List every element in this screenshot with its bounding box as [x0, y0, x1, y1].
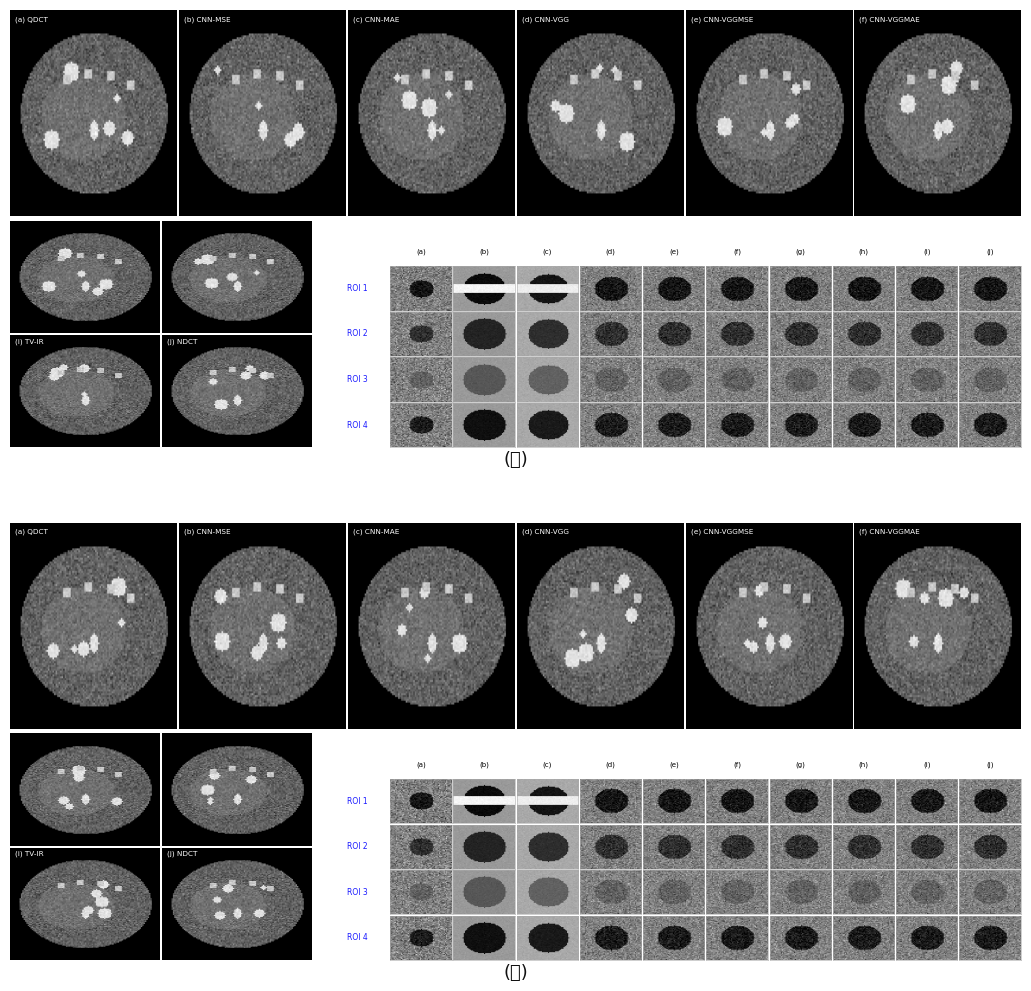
Text: (c) CNN-MAE: (c) CNN-MAE [353, 529, 399, 535]
Text: (d): (d) [605, 249, 616, 255]
Text: (i): (i) [923, 249, 931, 255]
Text: (g): (g) [795, 249, 805, 255]
Text: (a) QDCT: (a) QDCT [15, 16, 48, 23]
Text: (j) NDCT: (j) NDCT [167, 851, 197, 857]
Text: (c) CNN-MAE: (c) CNN-MAE [353, 16, 399, 23]
Text: (e) CNN-VGGMSE: (e) CNN-VGGMSE [691, 529, 753, 535]
Text: (j): (j) [987, 761, 994, 768]
Text: (h): (h) [859, 249, 868, 255]
Text: (j) NDCT: (j) NDCT [167, 338, 197, 345]
Text: (f) CNN-VGGMAE: (f) CNN-VGGMAE [860, 16, 920, 23]
Text: ROI 4: ROI 4 [347, 934, 368, 942]
Text: ROI 1: ROI 1 [347, 797, 368, 806]
Text: ROI 4: ROI 4 [347, 421, 368, 430]
Text: (i): (i) [923, 761, 931, 768]
Text: (e): (e) [669, 761, 678, 768]
Text: (ｂ): (ｂ) [503, 964, 528, 982]
Text: (b) CNN-MSE: (b) CNN-MSE [185, 529, 231, 535]
Text: (f): (f) [733, 761, 741, 768]
Text: (j): (j) [987, 249, 994, 255]
Text: (b) CNN-MSE: (b) CNN-MSE [185, 16, 231, 23]
Text: (i) TV-IR: (i) TV-IR [14, 851, 43, 857]
Text: (i) TV-IR: (i) TV-IR [14, 338, 43, 345]
Text: (ａ): (ａ) [503, 451, 528, 469]
Text: (a): (a) [415, 761, 426, 768]
Text: (a) QDCT: (a) QDCT [15, 529, 48, 535]
Text: ROI 1: ROI 1 [347, 283, 368, 293]
Text: (h): (h) [859, 761, 868, 768]
Text: (d) CNN-VGG: (d) CNN-VGG [522, 16, 569, 23]
Text: ROI 2: ROI 2 [347, 329, 368, 339]
Text: (g): (g) [795, 761, 805, 768]
Text: (b): (b) [479, 249, 489, 255]
Text: (e): (e) [669, 249, 678, 255]
Text: (c): (c) [542, 249, 552, 255]
Text: (f) CNN-VGGMAE: (f) CNN-VGGMAE [860, 529, 920, 535]
Text: (f): (f) [733, 249, 741, 255]
Text: (b): (b) [479, 761, 489, 768]
Text: (a): (a) [415, 249, 426, 255]
Text: ROI 3: ROI 3 [347, 376, 368, 385]
Text: (c): (c) [542, 761, 552, 768]
Text: (d): (d) [605, 761, 616, 768]
Text: (e) CNN-VGGMSE: (e) CNN-VGGMSE [691, 16, 753, 23]
Text: ROI 2: ROI 2 [347, 842, 368, 851]
Text: (d) CNN-VGG: (d) CNN-VGG [522, 529, 569, 535]
Text: ROI 3: ROI 3 [347, 888, 368, 897]
